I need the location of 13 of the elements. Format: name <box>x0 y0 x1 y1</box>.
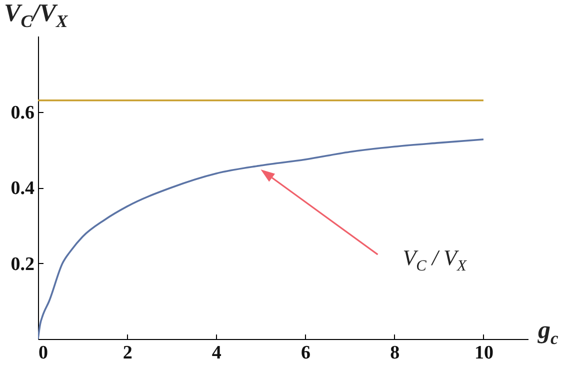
x-tick-label: 4 <box>212 342 222 364</box>
y-tick-label: 0.4 <box>10 178 35 199</box>
x-axis-title: g$_{c}$ <box>538 317 558 349</box>
annotation: V$_{C}$ / V$_{X}$ <box>402 244 466 275</box>
line-series <box>38 138 484 339</box>
y-tick-label: 0.6 <box>10 102 34 124</box>
x-tick-label: 10 <box>474 342 494 364</box>
x-tick-label: 6 <box>301 342 311 364</box>
x-tick-label: 2 <box>122 342 132 364</box>
x-tick-label: 0 <box>38 342 48 364</box>
x-tick-label: 8 <box>390 342 400 364</box>
y-tick-label: 0.2 <box>10 254 34 275</box>
y-axis-title: V$_{C}$/V$_{X}$ <box>4 0 68 32</box>
